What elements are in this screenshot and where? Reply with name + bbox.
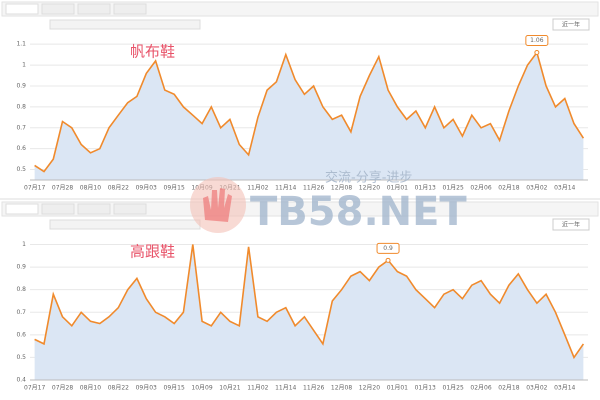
y-tick-label: 0.9: [16, 264, 26, 271]
tab: [5, 203, 39, 215]
value-label-box: [525, 35, 549, 47]
x-tick-label: 10月21: [219, 385, 240, 392]
range-button[interactable]: [552, 218, 590, 231]
x-tick-label: 02月18: [498, 185, 519, 192]
tab: [113, 203, 147, 215]
x-tick-label: 09月15: [164, 185, 185, 192]
y-tick-label: 0.4: [16, 377, 26, 384]
tab: [41, 3, 75, 15]
tab-bar: [1, 201, 599, 217]
x-tick-label: 12月08: [331, 185, 352, 192]
y-tick-label: 1.1: [16, 41, 26, 48]
filter-bar: [49, 219, 201, 230]
y-tick-label: 0.5: [16, 166, 26, 173]
x-tick-label: 12月08: [331, 385, 352, 392]
title: 高跟鞋: [130, 243, 175, 261]
x-tick-label: 02月06: [470, 385, 491, 392]
watermark: 交流-分享-进步 TB58.NET: [190, 170, 467, 235]
x-tick-label: 08月22: [108, 185, 129, 192]
x-tick-label: 10月09: [191, 385, 212, 392]
x-tick-label: 07月28: [52, 385, 73, 392]
watermark-text: TB58.NET: [250, 189, 467, 235]
x-tick-label: 03月14: [554, 185, 575, 192]
x-tick-label: 03月02: [526, 385, 547, 392]
x-tick-label: 01月01: [387, 185, 408, 192]
x-tick-label: 01月13: [415, 385, 436, 392]
x-tick-label: 08月22: [108, 385, 129, 392]
x-tick-label: 01月25: [443, 385, 464, 392]
y-tick-label: 1: [22, 62, 26, 69]
x-tick-label: 02月18: [498, 385, 519, 392]
x-tick-label: 02月06: [470, 185, 491, 192]
filter-bar: [49, 19, 201, 30]
x-tick-label: 12月20: [359, 385, 380, 392]
x-tick-label: 11月26: [303, 185, 324, 192]
x-tick-label: 09月15: [164, 385, 185, 392]
highlight-point: [534, 50, 540, 56]
tab: [113, 3, 147, 15]
y-tick-label: 0.6: [16, 331, 26, 338]
area: [34, 52, 584, 180]
range-button-label[interactable]: 近一年: [562, 221, 580, 229]
x-tick-label: 07月17: [24, 185, 45, 192]
x-tick-label: 01月25: [443, 185, 464, 192]
x-tick-label: 11月14: [275, 185, 296, 192]
tab: [77, 203, 111, 215]
x-tick-label: 08月10: [80, 185, 101, 192]
range-button-label[interactable]: 近一年: [562, 21, 580, 29]
range-button[interactable]: [552, 18, 590, 31]
y-tick-label: 0.8: [16, 286, 26, 293]
tab: [5, 3, 39, 15]
x-tick-label: 01月01: [387, 385, 408, 392]
x-tick-label: 09月03: [136, 385, 157, 392]
tab: [41, 203, 75, 215]
line: [34, 244, 585, 360]
y-tick-label: 0.5: [16, 354, 26, 361]
y-tick-label: 0.8: [16, 103, 26, 110]
x-tick-label: 03月14: [554, 385, 575, 392]
watermark-hand: [203, 188, 232, 222]
x-tick-label: 01月13: [415, 185, 436, 192]
title: 帆布鞋: [130, 43, 175, 61]
highlight-point: [385, 257, 391, 263]
watermark-slogan: 交流-分享-进步: [325, 170, 412, 186]
x-tick-label: 07月17: [24, 385, 45, 392]
value-label-box: [376, 242, 400, 254]
value-label: 0.9: [383, 245, 393, 252]
y-tick-label: 0.6: [16, 145, 26, 152]
tab: [77, 3, 111, 15]
line: [34, 50, 585, 173]
y-tick-label: 0.9: [16, 82, 26, 89]
value-label: 1.06: [530, 37, 544, 44]
y-tick-label: 1: [22, 241, 26, 248]
x-tick-label: 12月20: [359, 185, 380, 192]
x-tick-label: 03月02: [526, 185, 547, 192]
tab-bar: [1, 1, 599, 17]
y-tick-label: 0.7: [16, 309, 26, 316]
x-tick-label: 08月10: [80, 385, 101, 392]
x-tick-label: 11月14: [275, 385, 296, 392]
x-tick-label: 11月02: [247, 385, 268, 392]
x-tick-label: 09月03: [136, 185, 157, 192]
x-tick-label: 11月26: [303, 385, 324, 392]
y-tick-label: 0.7: [16, 124, 26, 131]
area: [34, 244, 584, 380]
x-tick-label: 11月02: [247, 185, 268, 192]
charts: 近一年 0.5 0.6 0.7 0.8 0.9 1 1.1 07月17 07月28 08月10 08月…: [1, 1, 599, 392]
x-tick-label: 07月28: [52, 185, 73, 192]
watermark-logo: [190, 177, 246, 233]
